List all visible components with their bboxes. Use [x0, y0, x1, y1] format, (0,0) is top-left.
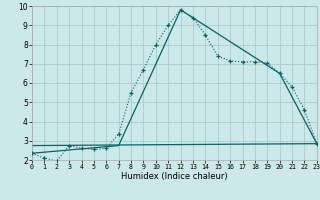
X-axis label: Humidex (Indice chaleur): Humidex (Indice chaleur) — [121, 172, 228, 181]
